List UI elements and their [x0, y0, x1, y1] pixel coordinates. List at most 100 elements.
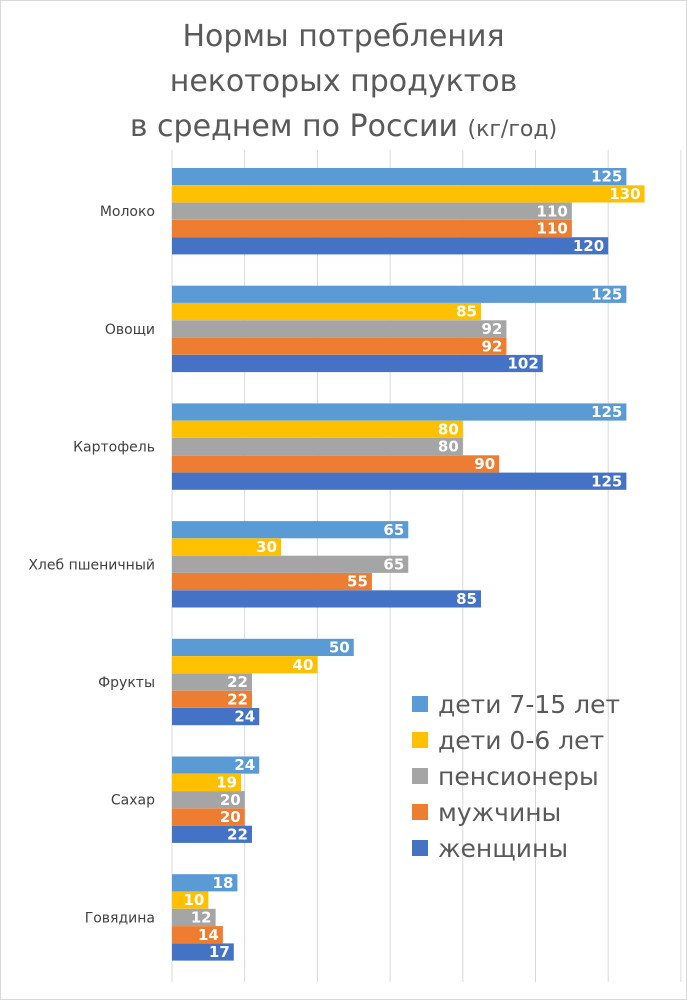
- bar: [172, 219, 572, 238]
- bar-value-label: 65: [383, 521, 404, 539]
- bar-value-label: 110: [537, 220, 568, 238]
- legend-item: мужчины: [412, 794, 620, 830]
- bar: [172, 673, 252, 691]
- category-label: Хлеб пшеничный: [28, 557, 155, 573]
- legend-label: пенсионеры: [438, 761, 599, 791]
- bar-value-label: 22: [227, 690, 248, 708]
- legend-item: дети 7-15 лет: [412, 686, 620, 722]
- legend-label: дети 7-15 лет: [438, 689, 621, 719]
- bar-value-label: 85: [456, 303, 477, 321]
- chart-title-unit: (кг/год): [467, 117, 558, 142]
- chart-title: Нормы потребления некоторых продуктов в …: [0, 14, 687, 152]
- bar-value-label: 125: [591, 403, 622, 421]
- bar: [172, 690, 252, 708]
- bar-value-label: 50: [329, 639, 350, 657]
- bar: [172, 521, 409, 539]
- legend-label: женщины: [438, 833, 569, 863]
- bar-value-label: 130: [609, 185, 640, 203]
- legend-swatch: [412, 804, 428, 820]
- bar: [172, 354, 543, 373]
- legend-label: мужчины: [438, 797, 562, 827]
- bar-value-label: 22: [227, 825, 248, 843]
- bar-value-label: 85: [456, 590, 477, 608]
- legend: дети 7-15 лет дети 0-6 лет пенсионеры мужчи…: [412, 686, 620, 866]
- bar: [172, 202, 572, 220]
- chart-title-line-3: в среднем по России (кг/год): [129, 109, 558, 144]
- bar: [172, 573, 372, 591]
- bar: [172, 756, 260, 774]
- legend-swatch: [412, 768, 428, 784]
- bar: [172, 555, 409, 573]
- bar: [172, 773, 242, 791]
- bar-value-label: 22: [227, 673, 248, 691]
- legend-swatch: [412, 840, 428, 856]
- bar-value-label: 19: [216, 774, 237, 792]
- bar: [172, 943, 234, 961]
- category-label: Овощи: [105, 322, 155, 338]
- bar: [172, 438, 463, 456]
- legend-swatch: [412, 732, 428, 748]
- bar: [172, 320, 507, 338]
- bar: [172, 472, 627, 490]
- legend-item: пенсионеры: [412, 758, 620, 794]
- bar: [172, 590, 481, 608]
- category-label: Говядина: [85, 910, 155, 926]
- bar: [172, 638, 354, 656]
- bar: [172, 303, 481, 321]
- bar: [172, 908, 216, 926]
- bar-value-label: 110: [537, 202, 568, 220]
- bar-value-label: 92: [482, 337, 503, 355]
- bar-value-label: 92: [482, 320, 503, 338]
- chart-title-line-1: Нормы потребления: [182, 19, 505, 54]
- category-label: Фрукты: [98, 675, 155, 691]
- bar: [172, 708, 260, 726]
- bar-value-label: 17: [209, 943, 230, 961]
- bar: [172, 825, 252, 843]
- bar-value-label: 30: [256, 538, 277, 556]
- legend-item: женщины: [412, 830, 620, 866]
- bar-value-label: 80: [438, 420, 459, 438]
- bar-value-label: 125: [591, 285, 622, 303]
- bar-value-label: 125: [591, 472, 622, 490]
- bar: [172, 237, 609, 255]
- bar-value-label: 90: [474, 455, 495, 473]
- chart-title-line-2: некоторых продуктов: [169, 64, 518, 99]
- bar: [172, 455, 500, 473]
- bar-value-label: 65: [383, 555, 404, 573]
- bar: [172, 874, 238, 892]
- bar-value-label: 55: [347, 573, 368, 591]
- category-label: Картофель: [73, 440, 155, 456]
- bar-value-label: 40: [293, 656, 314, 674]
- bar: [172, 891, 209, 909]
- bar: [172, 808, 245, 826]
- bar-value-label: 18: [213, 874, 234, 892]
- legend-swatch: [412, 696, 428, 712]
- bar-value-label: 24: [234, 708, 255, 726]
- bar-value-label: 14: [198, 926, 219, 944]
- bar-value-label: 125: [591, 168, 622, 186]
- bar-value-label: 24: [234, 756, 255, 774]
- bar-value-label: 20: [220, 791, 241, 809]
- bar: [172, 337, 507, 355]
- category-label: Молоко: [100, 204, 155, 220]
- bar-value-label: 120: [573, 237, 604, 255]
- category-label: Сахар: [111, 793, 155, 809]
- bar: [172, 538, 282, 556]
- bar: [172, 185, 645, 203]
- bar-value-label: 80: [438, 438, 459, 456]
- bar-value-label: 20: [220, 808, 241, 826]
- bar: [172, 656, 318, 674]
- bar-value-label: 102: [507, 355, 538, 373]
- bar: [172, 285, 627, 303]
- bar: [172, 791, 245, 809]
- bar-value-label: 10: [183, 891, 204, 909]
- bar: [172, 403, 627, 421]
- bar: [172, 168, 627, 186]
- bar: [172, 420, 463, 438]
- legend-item: дети 0-6 лет: [412, 722, 620, 758]
- bar: [172, 926, 223, 944]
- bar-value-label: 12: [191, 909, 212, 927]
- legend-label: дети 0-6 лет: [438, 725, 605, 755]
